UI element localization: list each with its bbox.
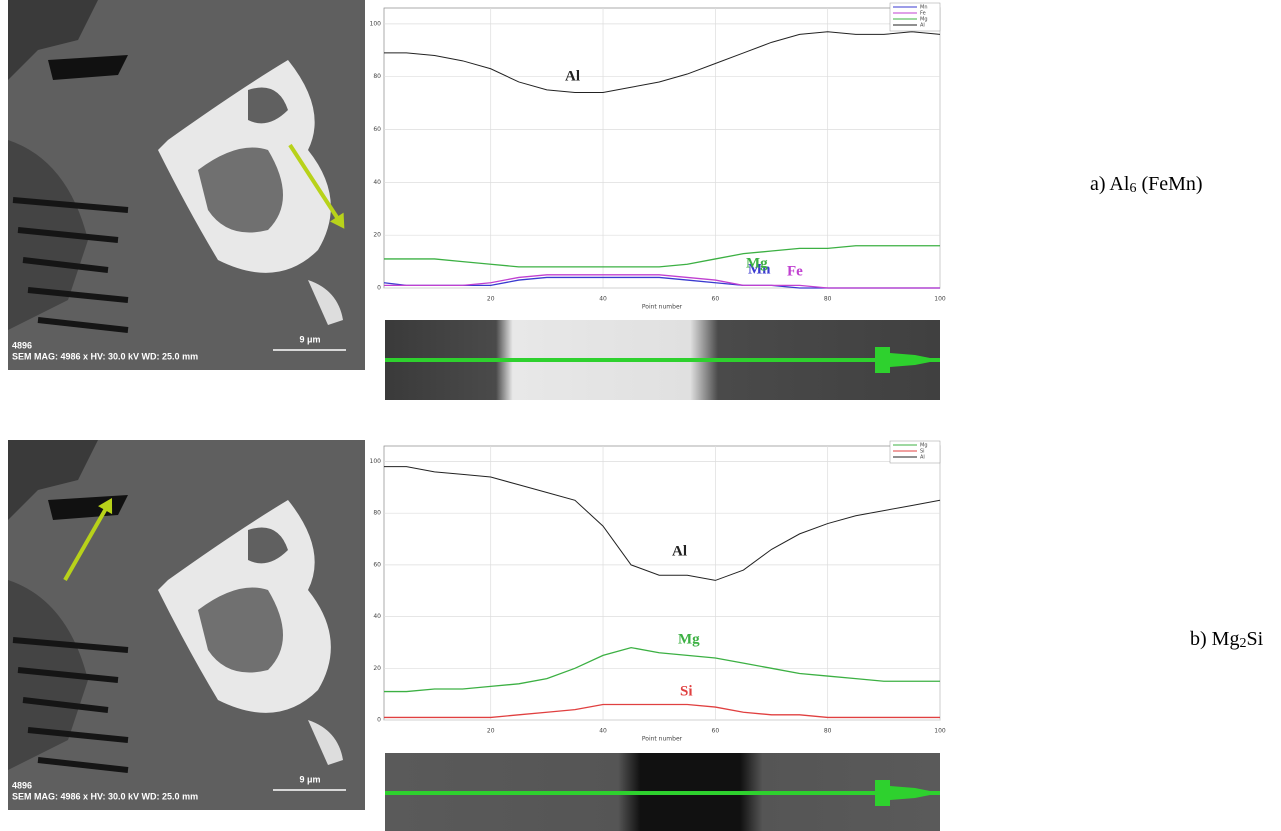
sem-caption: SEM MAG: 4986 x HV: 30.0 kV WD: 25.0 mm (12, 351, 198, 361)
x-tick-label: 80 (824, 296, 832, 303)
panel-label-part: 6 (1129, 181, 1136, 196)
series-annotation: Mg (746, 255, 768, 271)
panel-label-part: (FeMn) (1136, 173, 1202, 195)
x-tick-label: 20 (487, 296, 495, 303)
panel-label: b) Mg2Si (1190, 628, 1264, 651)
y-tick-label: 20 (373, 665, 381, 672)
legend-box (890, 441, 940, 463)
y-tick-label: 60 (373, 126, 381, 133)
figure: 4896SEM MAG: 4986 x HV: 30.0 kV WD: 25.0… (0, 0, 1281, 831)
x-tick-label: 100 (934, 296, 946, 303)
x-tick-label: 20 (487, 728, 495, 735)
x-tick-label: 60 (712, 728, 720, 735)
y-tick-label: 100 (370, 20, 382, 27)
x-tick-label: 60 (712, 296, 720, 303)
x-tick-label: 40 (599, 296, 607, 303)
series-annotation: Mg (678, 631, 700, 647)
series-annotation: Al (565, 68, 580, 84)
sem-caption: SEM MAG: 4986 x HV: 30.0 kV WD: 25.0 mm (12, 791, 198, 801)
panel-label-part: 2 (1239, 636, 1246, 651)
x-tick-label: 80 (824, 728, 832, 735)
y-tick-label: 20 (373, 232, 381, 239)
x-axis-label: Point number (642, 304, 683, 311)
x-tick-label: 100 (934, 728, 946, 735)
x-tick-label: 40 (599, 728, 607, 735)
y-tick-label: 40 (373, 613, 381, 620)
y-tick-label: 60 (373, 561, 381, 568)
y-tick-label: 40 (373, 179, 381, 186)
y-tick-label: 0 (377, 285, 381, 292)
panel-label-part: Si (1246, 628, 1263, 650)
panel-label: a) Al6 (FeMn) (1090, 173, 1203, 196)
sem-scale: 9 μm (299, 334, 320, 344)
series-annotation: Al (672, 543, 687, 559)
series-annotation: Si (680, 683, 693, 699)
sem-number: 4896 (12, 780, 32, 790)
y-tick-label: 0 (377, 717, 381, 724)
sem-number: 4896 (12, 340, 32, 350)
legend-label: Al (920, 455, 925, 461)
sem-scale: 9 μm (299, 774, 320, 784)
x-axis-label: Point number (642, 736, 683, 743)
y-tick-label: 100 (370, 458, 382, 465)
y-tick-label: 80 (373, 73, 381, 80)
series-annotation: Fe (787, 263, 803, 279)
panel-label-part: a) Al (1090, 173, 1130, 195)
y-tick-label: 80 (373, 510, 381, 517)
legend-label: Al (920, 23, 925, 29)
panel-label-part: b) Mg (1190, 628, 1239, 650)
